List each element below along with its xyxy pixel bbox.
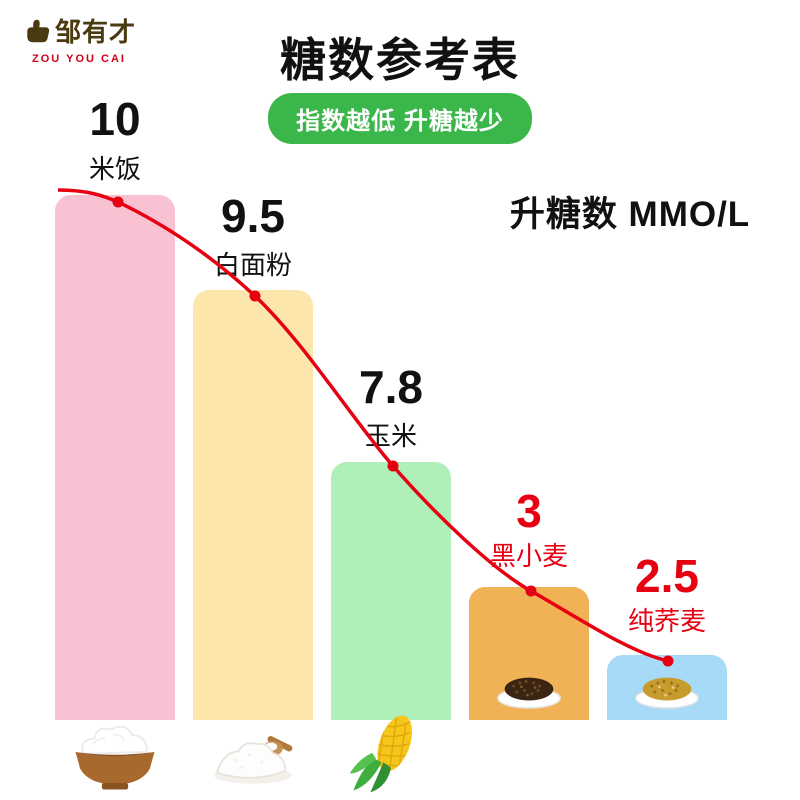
value-label-black-wheat: 3 bbox=[516, 485, 542, 537]
rice-bowl-image bbox=[75, 725, 155, 790]
bar-rice bbox=[55, 195, 175, 720]
brand-characters: 邹有才 bbox=[54, 17, 136, 47]
value-label-corn: 7.8 bbox=[359, 361, 423, 413]
category-label-buckwheat: 纯荞麦 bbox=[627, 606, 706, 636]
axis-unit-label: 升糖数 MMO/L bbox=[509, 195, 751, 234]
category-label-black-wheat: 黑小麦 bbox=[489, 541, 568, 571]
value-label-buckwheat: 2.5 bbox=[635, 550, 699, 602]
subtitle-badge: 指数越低 升糖越少 bbox=[268, 93, 532, 144]
value-label-rice: 10 bbox=[89, 93, 141, 145]
category-label-flour: 白面粉 bbox=[213, 250, 292, 280]
flour-image bbox=[214, 736, 293, 784]
black-wheat-dish-image bbox=[497, 677, 561, 709]
brand-romanized: ZOU YOU CAI bbox=[32, 53, 126, 65]
page-title: 糖数参考表 bbox=[280, 34, 520, 86]
brand-logo: 邹有才 ZOU YOU CAI bbox=[20, 12, 138, 65]
thumbs-up-icon bbox=[27, 19, 50, 42]
category-label-rice: 米饭 bbox=[88, 154, 141, 184]
brand-logo-row: 邹有才 bbox=[20, 12, 138, 49]
category-label-corn: 玉米 bbox=[364, 421, 417, 451]
corn-image bbox=[349, 715, 413, 793]
value-label-flour: 9.5 bbox=[221, 190, 285, 242]
subtitle-badge-wrap: 指数越低 升糖越少 bbox=[0, 93, 800, 144]
bar-flour bbox=[193, 290, 313, 720]
buckwheat-dish-image bbox=[635, 677, 699, 709]
bar-corn bbox=[331, 462, 451, 720]
